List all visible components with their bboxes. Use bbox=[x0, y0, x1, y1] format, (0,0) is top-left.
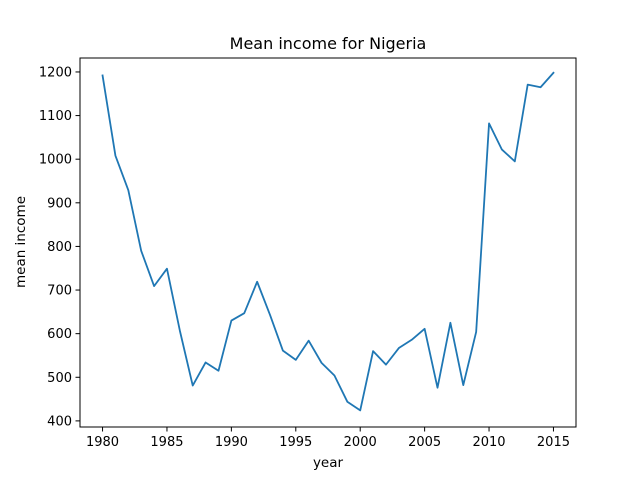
x-axis-label: year bbox=[313, 455, 344, 471]
x-tick-label-1990: 1990 bbox=[215, 435, 248, 450]
y-tick-label-1000: 1000 bbox=[39, 153, 72, 168]
y-tick-label-800: 800 bbox=[47, 240, 72, 255]
y-tick-label-1200: 1200 bbox=[39, 65, 72, 80]
y-tick-label-1100: 1100 bbox=[39, 109, 72, 124]
x-tick-label-1980: 1980 bbox=[86, 435, 119, 450]
x-tick-label-2010: 2010 bbox=[472, 435, 505, 450]
series-line-0 bbox=[101, 71, 555, 412]
x-tick-label-2005: 2005 bbox=[408, 435, 441, 450]
y-tick-label-700: 700 bbox=[47, 284, 72, 299]
x-tick-label-2000: 2000 bbox=[344, 435, 377, 450]
x-tick-label-1985: 1985 bbox=[150, 435, 183, 450]
y-tick-label-500: 500 bbox=[47, 371, 72, 386]
y-tick-label-600: 600 bbox=[47, 327, 72, 342]
plot-area: 1980 1985 1990 1995 2000 2005 2010 2015 400 500 60… bbox=[39, 57, 577, 450]
plot-frame bbox=[79, 57, 577, 428]
y-tick-label-400: 400 bbox=[47, 414, 72, 429]
y-axis-label: mean income bbox=[13, 196, 29, 288]
chart-title: Mean income for Nigeria bbox=[230, 34, 427, 53]
x-tick-label-1995: 1995 bbox=[279, 435, 312, 450]
y-tick-label-900: 900 bbox=[47, 196, 72, 211]
x-tick-label-2015: 2015 bbox=[537, 435, 570, 450]
